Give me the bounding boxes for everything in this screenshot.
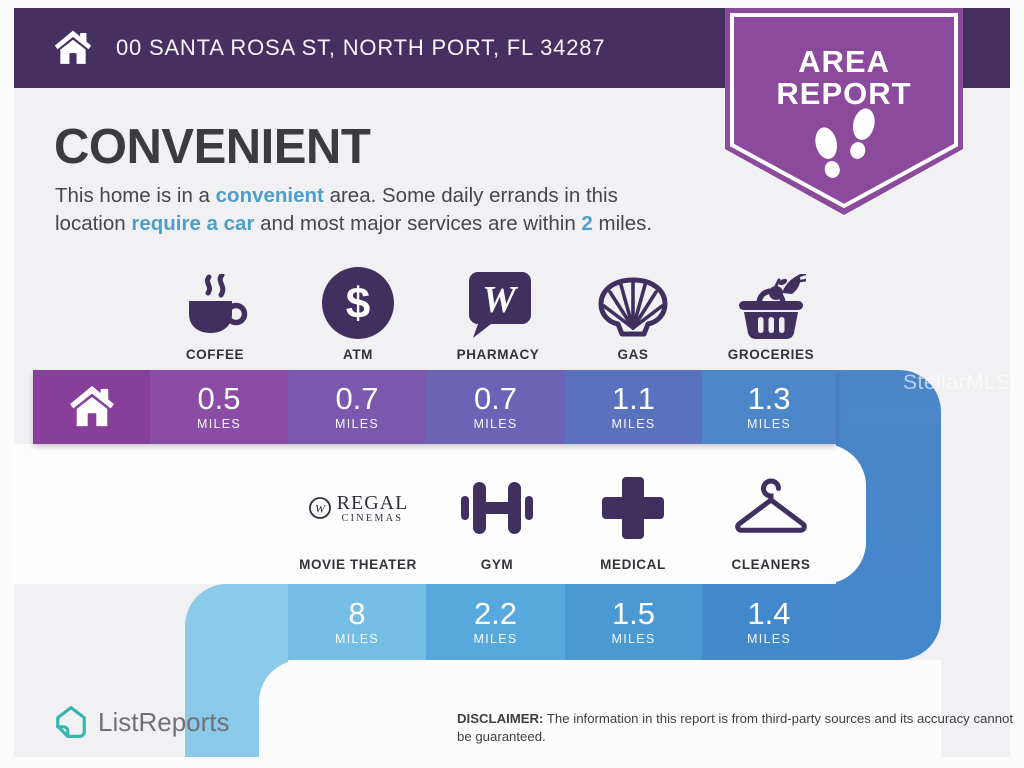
home-icon (54, 30, 92, 64)
distance-value: 0.7 (335, 381, 379, 416)
badge-line1: AREA (798, 44, 890, 79)
gas-icon (598, 277, 668, 337)
distance-unit: MILES (334, 632, 379, 646)
bottom-white-card (259, 660, 941, 757)
distance-unit: MILES (473, 632, 518, 646)
walkability-description: This home is in a convenient area. Some … (55, 182, 687, 237)
amenity-label: ATM (342, 347, 374, 362)
brand-name: ListReports (98, 706, 230, 737)
disclaimer-label: DISCLAIMER: (457, 711, 544, 726)
groceries-icon (739, 274, 806, 339)
distance-segment: 1.3 MILES (702, 370, 836, 444)
desc-highlight: convenient (215, 184, 324, 207)
amenity-movie-theater: W REGAL CINEMAS MOVIE THEATER (278, 466, 438, 573)
footprints-icon (815, 108, 875, 178)
desc-text: and most major services are within (254, 211, 582, 235)
middle-white-card (14, 444, 866, 584)
flyer-background: 00 SANTA ROSA ST, NORTH PORT, FL 34287 A… (14, 8, 1013, 757)
listreports-icon (56, 706, 86, 738)
mls-watermark: StellarMLS (903, 371, 1011, 394)
amenity-pharmacy: W PHARMACY (423, 262, 573, 362)
distance-segment: 2.2 MILES (426, 584, 565, 660)
desc-text: This home is in a (55, 184, 216, 207)
movie-theater-icon: W REGAL CINEMAS (308, 493, 409, 524)
amenity-label: MOVIE THEATER (299, 557, 417, 572)
distance-segment: 0.5 MILES (150, 370, 288, 444)
amenity-medical: MEDICAL (558, 466, 708, 572)
distance-segment: 1.1 MILES (565, 370, 702, 444)
distance-unit: MILES (196, 417, 241, 431)
distance-value: 1.5 (611, 596, 656, 631)
amenity-coffee: COFFEE (140, 262, 290, 362)
svg-text:W: W (482, 279, 519, 321)
desc-highlight: require a car (131, 211, 255, 235)
distance-value: 1.1 (611, 381, 656, 416)
amenity-groceries: GROCERIES (696, 262, 846, 362)
gym-icon (461, 482, 533, 534)
amenity-label: PHARMACY (456, 347, 540, 362)
amenity-gym: GYM (422, 466, 572, 572)
desc-text: miles. (592, 211, 653, 235)
coffee-icon (189, 274, 248, 333)
listreports-brand: ListReports (54, 705, 230, 739)
distance-value: 0.5 (197, 381, 241, 416)
distance-value: 8 (348, 596, 366, 631)
distance-bar-row1: 0.5 MILES 0.7 MILES 0.7 MILES 1.1 MILES … (33, 370, 836, 444)
area-report-badge: AREA REPORT (725, 8, 963, 215)
medical-icon (602, 477, 664, 539)
amenity-label: GYM (480, 557, 514, 572)
distance-unit: MILES (473, 417, 518, 431)
distance-segment: 1.5 MILES (565, 584, 702, 660)
desc-highlight: 2 (581, 211, 593, 235)
distance-unit: MILES (611, 632, 656, 646)
distance-unit: MILES (334, 417, 379, 431)
atm-icon: $ (322, 267, 394, 339)
pharmacy-icon: W (469, 272, 531, 338)
amenity-label: CLEANERS (731, 557, 811, 572)
home-icon (69, 386, 114, 427)
disclaimer: DISCLAIMER: The information in this repo… (457, 710, 1023, 745)
distance-value: 2.2 (473, 596, 518, 631)
regal-text: REGAL (336, 491, 409, 514)
amenity-label: GROCERIES (727, 347, 815, 362)
distance-value: 1.4 (747, 596, 791, 631)
property-address: 00 SANTA ROSA ST, NORTH PORT, FL 34287 (116, 35, 606, 60)
distance-segment: 1.4 MILES (702, 584, 836, 660)
walkability-title: CONVENIENT (54, 120, 371, 174)
home-segment (33, 370, 150, 444)
regal-emblem-icon: W (308, 497, 331, 519)
distance-segment: 0.7 MILES (426, 370, 565, 444)
svg-text:W: W (315, 502, 326, 516)
distance-segment: 0.7 MILES (288, 370, 426, 444)
distance-value: 1.3 (747, 381, 791, 416)
distance-unit: MILES (611, 417, 656, 431)
amenity-label: GAS (617, 347, 649, 362)
distance-unit: MILES (746, 417, 791, 431)
amenity-label: COFFEE (185, 347, 245, 362)
amenity-atm: $ ATM (283, 262, 433, 362)
disclaimer-text: The information in this report is from t… (457, 711, 1014, 744)
distance-unit: MILES (746, 632, 791, 646)
distance-segment: 8 MILES (288, 584, 426, 660)
distance-value: 0.7 (473, 381, 518, 416)
badge-line2: REPORT (776, 76, 911, 111)
cleaners-icon (735, 478, 807, 533)
svg-text:$: $ (346, 279, 370, 328)
amenity-cleaners: CLEANERS (696, 466, 846, 572)
distance-bar-row2: 8 MILES 2.2 MILES 1.5 MILES 1.4 MILES (288, 584, 836, 660)
amenity-label: MEDICAL (600, 557, 666, 572)
desc-text: area. Some daily errands in this locatio… (55, 184, 618, 235)
amenity-gas: GAS (558, 262, 708, 362)
cinemas-text: CINEMAS (341, 512, 404, 524)
